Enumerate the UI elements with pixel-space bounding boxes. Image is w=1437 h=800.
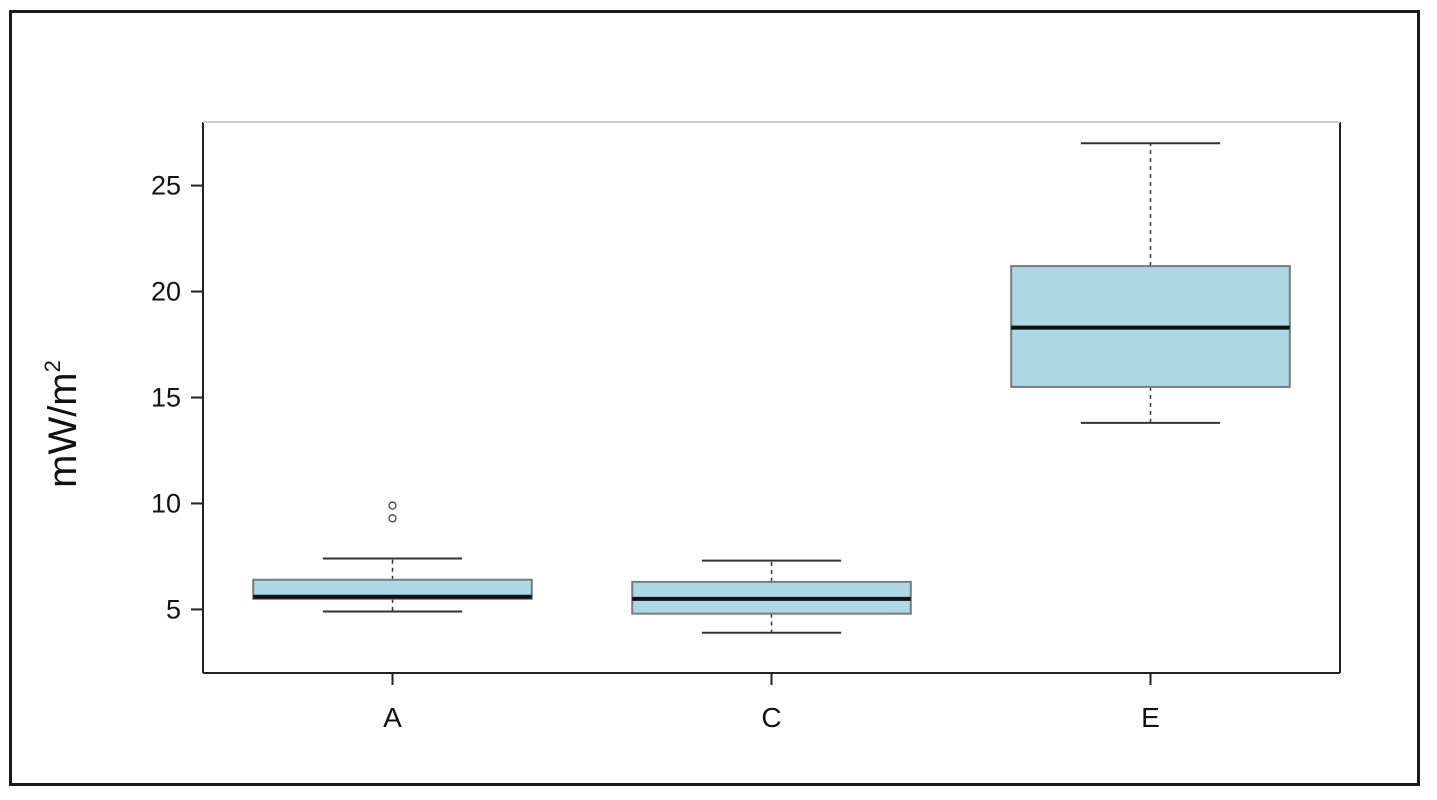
y-tick-label: 20 xyxy=(151,277,181,307)
box-E xyxy=(1010,142,1291,424)
y-tick-label: 10 xyxy=(151,488,181,518)
box-C xyxy=(631,559,912,634)
y-axis-label-superscript: 2 xyxy=(40,360,65,372)
outlier-point xyxy=(388,501,397,510)
box-A xyxy=(252,501,533,613)
y-axis-label-base: mW/m xyxy=(41,372,85,488)
figure-frame xyxy=(9,10,1420,786)
interquartile-box xyxy=(252,578,533,600)
outlier-point xyxy=(388,514,397,523)
x-tick-label: C xyxy=(761,702,781,733)
y-tick-label: 15 xyxy=(151,383,181,413)
y-tick-label: 25 xyxy=(151,171,181,201)
y-axis-ticks: 5 10 15 20 25 xyxy=(151,171,203,624)
y-axis-label: mW/m2 xyxy=(40,360,85,488)
y-tick-label: 5 xyxy=(166,594,181,624)
box-series xyxy=(252,142,1291,634)
x-tick-label: A xyxy=(383,702,402,733)
x-tick-label: E xyxy=(1141,702,1160,733)
